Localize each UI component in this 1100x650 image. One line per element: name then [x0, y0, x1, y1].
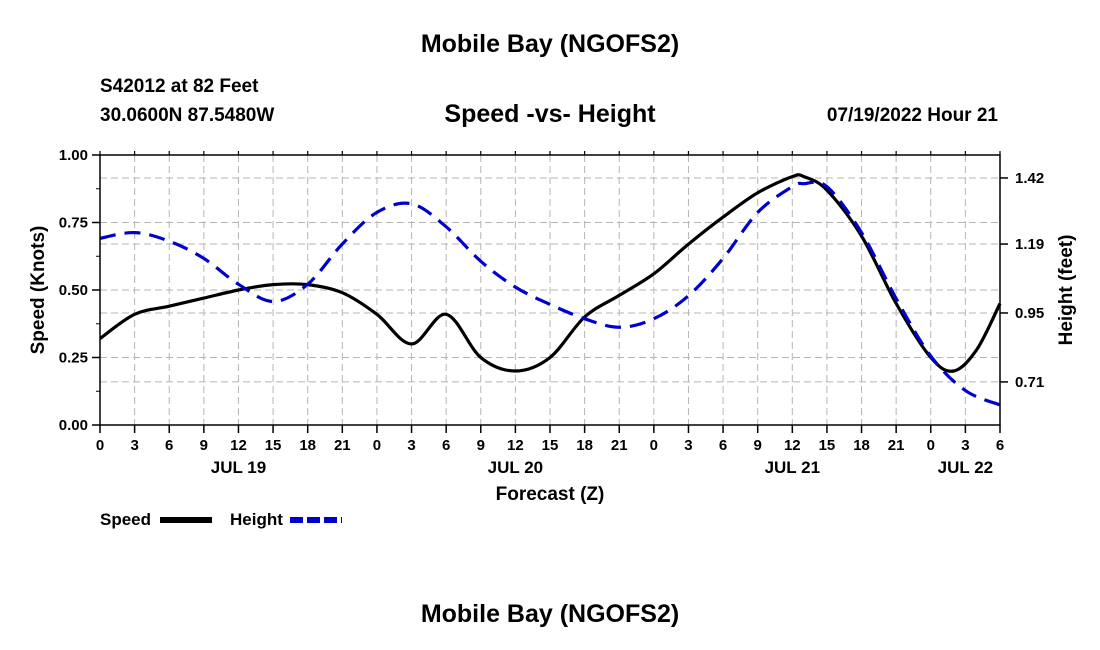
coordinates-label: 30.0600N 87.5480W	[100, 105, 275, 126]
chart-subtitle: Speed -vs- Height	[444, 100, 656, 128]
x-tick-label: 9	[754, 437, 762, 454]
y-right-tick-label: 0.71	[1015, 374, 1044, 391]
y-tick-label: 1.00	[59, 147, 88, 164]
date-label: JUL 20	[488, 458, 543, 477]
x-tick-label: 6	[165, 437, 173, 454]
date-label: JUL 19	[211, 458, 266, 477]
y-right-axis-title: Height (feet)	[1056, 235, 1077, 346]
x-tick-label: 21	[611, 437, 628, 454]
x-tick-label: 0	[96, 437, 104, 454]
x-tick-label: 0	[650, 437, 658, 454]
x-tick-label: 21	[888, 437, 905, 454]
y-right-tick-label: 1.19	[1015, 236, 1044, 253]
x-tick-label: 3	[130, 437, 138, 454]
height-series-line	[99, 180, 1001, 407]
y-tick-label: 0.50	[59, 282, 88, 299]
legend-label-speed: Speed	[100, 510, 151, 529]
series-layer	[99, 173, 1002, 407]
date-label: JUL 21	[765, 458, 820, 477]
x-tick-label: 12	[784, 437, 801, 454]
x-tick-label: 3	[684, 437, 692, 454]
x-tick-label: 12	[230, 437, 247, 454]
axes: 0 3 6 9 12 15 18 21 0 3 6 9 12 15 18 21 0 3 6 9 12 15 18 21 0 3 6 0…	[28, 147, 1077, 505]
x-tick-label: 6	[996, 437, 1004, 454]
legend: Speed Height	[100, 510, 342, 529]
x-tick-label: 18	[299, 437, 316, 454]
y-right-tick-label: 0.95	[1015, 305, 1044, 322]
x-tick-label: 12	[507, 437, 524, 454]
footer-title: Mobile Bay (NGOFS2)	[420, 600, 680, 628]
x-tick-label: 3	[961, 437, 969, 454]
x-tick-label: 21	[334, 437, 351, 454]
x-tick-label: 9	[200, 437, 208, 454]
chart-title: Mobile Bay (NGOFS2)	[420, 30, 680, 58]
x-tick-label: 15	[819, 437, 836, 454]
x-tick-label: 18	[576, 437, 593, 454]
station-label: S42012 at 82 Feet	[100, 76, 259, 97]
y-tick-label: 0.25	[59, 350, 88, 367]
x-tick-label: 18	[853, 437, 870, 454]
legend-label-height: Height	[230, 510, 283, 529]
x-tick-label: 9	[477, 437, 485, 454]
y-axis-title: Speed (Knots)	[28, 226, 49, 355]
x-tick-label: 0	[927, 437, 935, 454]
x-tick-label: 6	[442, 437, 450, 454]
y-tick-label: 0.00	[59, 417, 88, 434]
forecast-datetime: 07/19/2022 Hour 21	[826, 105, 998, 126]
x-axis-title: Forecast (Z)	[496, 484, 605, 505]
x-tick-label: 0	[373, 437, 381, 454]
y-tick-label: 0.75	[59, 215, 88, 232]
x-tick-label: 15	[265, 437, 282, 454]
x-tick-label: 3	[407, 437, 415, 454]
x-tick-label: 6	[719, 437, 727, 454]
date-label: JUL 22	[938, 458, 993, 477]
speed-series-line	[99, 173, 1002, 373]
y-right-tick-label: 1.42	[1015, 170, 1044, 187]
x-tick-label: 15	[542, 437, 559, 454]
